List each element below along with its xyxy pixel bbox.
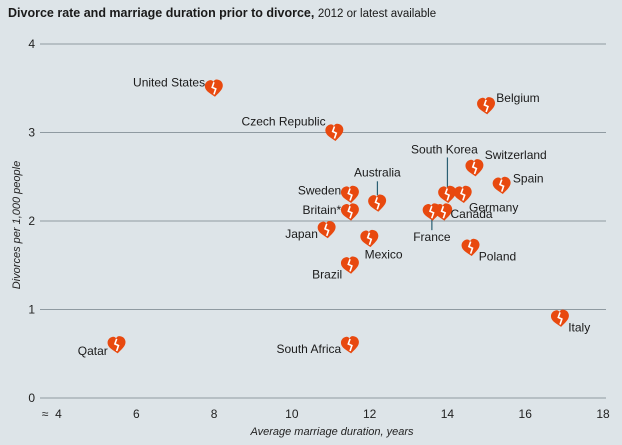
point-label-czech-republic: Czech Republic bbox=[242, 115, 326, 129]
marker-germany bbox=[453, 185, 472, 203]
y-tick-label-2: 2 bbox=[28, 214, 35, 228]
heart-crack bbox=[347, 188, 353, 201]
point-label-united-states: United States bbox=[133, 75, 205, 89]
x-tick-label-8: 8 bbox=[211, 407, 218, 421]
marker-qatar bbox=[107, 336, 126, 354]
axis-break-symbol: ≈ bbox=[42, 407, 49, 421]
x-tick-label-6: 6 bbox=[133, 407, 140, 421]
marker-south-africa bbox=[340, 336, 359, 354]
point-label-south-africa: South Africa bbox=[276, 342, 341, 356]
title-row: Divorce rate and marriage duration prior… bbox=[8, 6, 436, 20]
y-tick-label-1: 1 bbox=[28, 303, 35, 317]
marker-belgium bbox=[477, 97, 495, 115]
x-tick-label-12: 12 bbox=[363, 407, 377, 421]
heart-crack bbox=[557, 312, 563, 325]
heart-crack bbox=[471, 161, 478, 175]
marker-britain bbox=[340, 203, 359, 221]
marker-south-korea bbox=[438, 185, 457, 203]
point-labels: United States Belgium Czech Republic Switze… bbox=[78, 75, 590, 358]
point-label-switzerland: Switzerland bbox=[485, 148, 547, 162]
heart-crack bbox=[323, 223, 330, 237]
point-label-brazil: Brazil bbox=[312, 267, 342, 281]
heart-crack bbox=[498, 179, 505, 192]
marker-canada bbox=[434, 203, 453, 221]
point-label-mexico: Mexico bbox=[365, 248, 403, 262]
heart-crack bbox=[374, 197, 381, 210]
heart-crack bbox=[211, 82, 217, 95]
marker-united-states bbox=[204, 79, 223, 97]
heart-crack bbox=[347, 259, 353, 272]
heart-crack bbox=[113, 338, 120, 352]
heart-crack bbox=[467, 241, 474, 254]
point-label-japan: Japan bbox=[285, 227, 318, 241]
x-axis-label: Average marriage duration, years bbox=[249, 426, 414, 438]
point-label-germany: Germany bbox=[469, 201, 518, 215]
gridlines bbox=[40, 43, 606, 399]
y-axis-label: Divorces per 1,000 people bbox=[11, 161, 23, 289]
marker-italy bbox=[550, 309, 569, 327]
heart-crack bbox=[483, 99, 489, 113]
heart-crack bbox=[440, 205, 447, 219]
point-label-poland: Poland bbox=[479, 250, 516, 264]
leader-lines bbox=[376, 157, 449, 231]
point-label-britain: Britain* bbox=[303, 203, 342, 217]
markers bbox=[107, 79, 569, 354]
y-tick-label-4: 4 bbox=[28, 37, 35, 51]
point-label-south-korea: South Korea bbox=[411, 143, 478, 157]
y-tick-label-3: 3 bbox=[28, 126, 35, 140]
heart-crack bbox=[460, 188, 466, 201]
chart-title: Divorce rate and marriage duration prior… bbox=[8, 6, 315, 20]
heart-crack bbox=[428, 205, 435, 219]
point-label-qatar: Qatar bbox=[78, 344, 108, 358]
x-tick-label-10: 10 bbox=[285, 407, 299, 421]
marker-spain bbox=[492, 176, 511, 195]
heart-crack bbox=[347, 205, 353, 219]
marker-poland bbox=[461, 238, 480, 257]
marker-mexico bbox=[360, 229, 379, 248]
x-tick-label-4: 4 bbox=[55, 407, 62, 421]
heart-crack bbox=[444, 188, 451, 201]
point-label-italy: Italy bbox=[568, 320, 590, 334]
point-label-belgium: Belgium bbox=[496, 91, 539, 105]
marker-switzerland bbox=[465, 159, 484, 177]
heart-crack bbox=[347, 338, 353, 352]
marker-japan bbox=[317, 221, 336, 239]
chart-subtitle: 2012 or latest available bbox=[317, 8, 437, 20]
heart-crack bbox=[331, 126, 338, 139]
marker-brazil bbox=[340, 256, 359, 274]
heart-crack bbox=[366, 232, 373, 246]
point-label-spain: Spain bbox=[513, 172, 544, 186]
point-label-australia: Australia bbox=[354, 165, 401, 179]
point-label-sweden: Sweden bbox=[298, 184, 341, 198]
x-tick-label-16: 16 bbox=[519, 407, 533, 421]
x-tick-label-14: 14 bbox=[441, 407, 455, 421]
marker-czech-republic bbox=[325, 123, 344, 141]
marker-sweden bbox=[340, 185, 359, 203]
x-tick-label-18: 18 bbox=[596, 407, 610, 421]
point-label-canada: Canada bbox=[451, 207, 493, 221]
y-tick-label-0: 0 bbox=[28, 391, 35, 405]
point-label-france: France bbox=[413, 230, 451, 244]
marker-australia bbox=[368, 194, 387, 212]
